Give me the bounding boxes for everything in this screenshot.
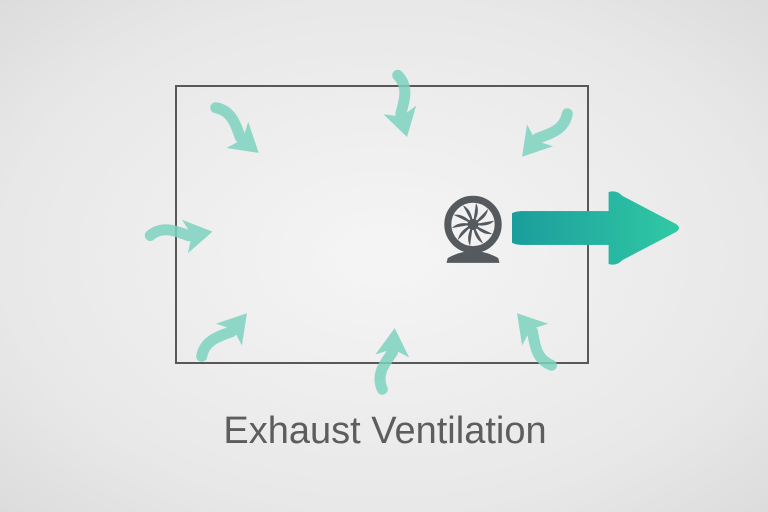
inflow-arrow-bottom-center (352, 319, 432, 399)
inflow-arrow-left-middle (139, 194, 225, 280)
diagram-caption: Exhaust Ventilation (170, 410, 600, 453)
fan-icon (438, 195, 508, 265)
exhaust-arrow (512, 188, 682, 268)
